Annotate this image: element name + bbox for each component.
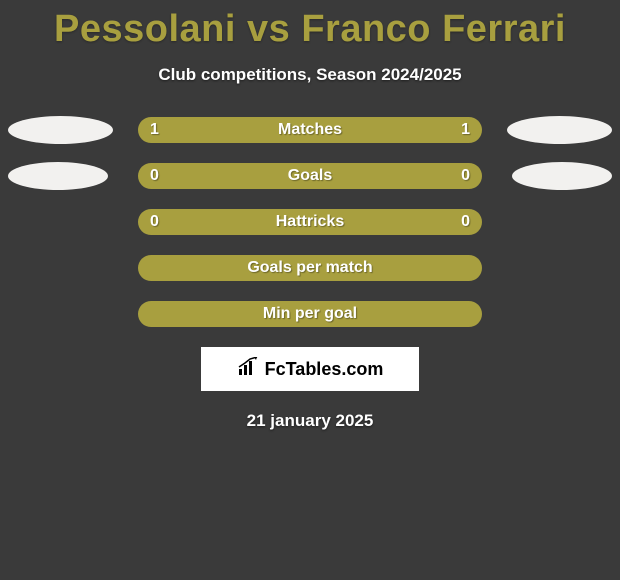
bar-right <box>310 163 482 189</box>
left-ellipse <box>8 116 113 144</box>
page-title: Pessolani vs Franco Ferrari <box>0 0 620 51</box>
bar-right <box>310 301 482 327</box>
chart-icon <box>237 357 261 382</box>
bar-left <box>138 117 310 143</box>
bar-left <box>138 301 310 327</box>
bar-right <box>310 209 482 235</box>
bar <box>138 163 482 189</box>
footer-logo-text: FcTables.com <box>265 359 384 380</box>
right-ellipse <box>512 162 612 190</box>
footer-logo: FcTables.com <box>201 347 419 391</box>
bar-left <box>138 163 310 189</box>
bar <box>138 117 482 143</box>
bar <box>138 255 482 281</box>
bar <box>138 209 482 235</box>
bar <box>138 301 482 327</box>
comparison-row: Matches11 <box>0 117 620 143</box>
left-ellipse <box>8 162 108 190</box>
bar-right <box>310 117 482 143</box>
comparison-row: Goals00 <box>0 163 620 189</box>
footer-date: 21 january 2025 <box>0 411 620 431</box>
comparison-row: Goals per match <box>0 255 620 281</box>
bar-right <box>310 255 482 281</box>
comparison-rows: Matches11 Goals00 Hattricks00 Goals per mat… <box>0 117 620 327</box>
bar-left <box>138 255 310 281</box>
comparison-row: Hattricks00 <box>0 209 620 235</box>
comparison-row: Min per goal <box>0 301 620 327</box>
bar-left <box>138 209 310 235</box>
page-subtitle: Club competitions, Season 2024/2025 <box>0 65 620 85</box>
right-ellipse <box>507 116 612 144</box>
